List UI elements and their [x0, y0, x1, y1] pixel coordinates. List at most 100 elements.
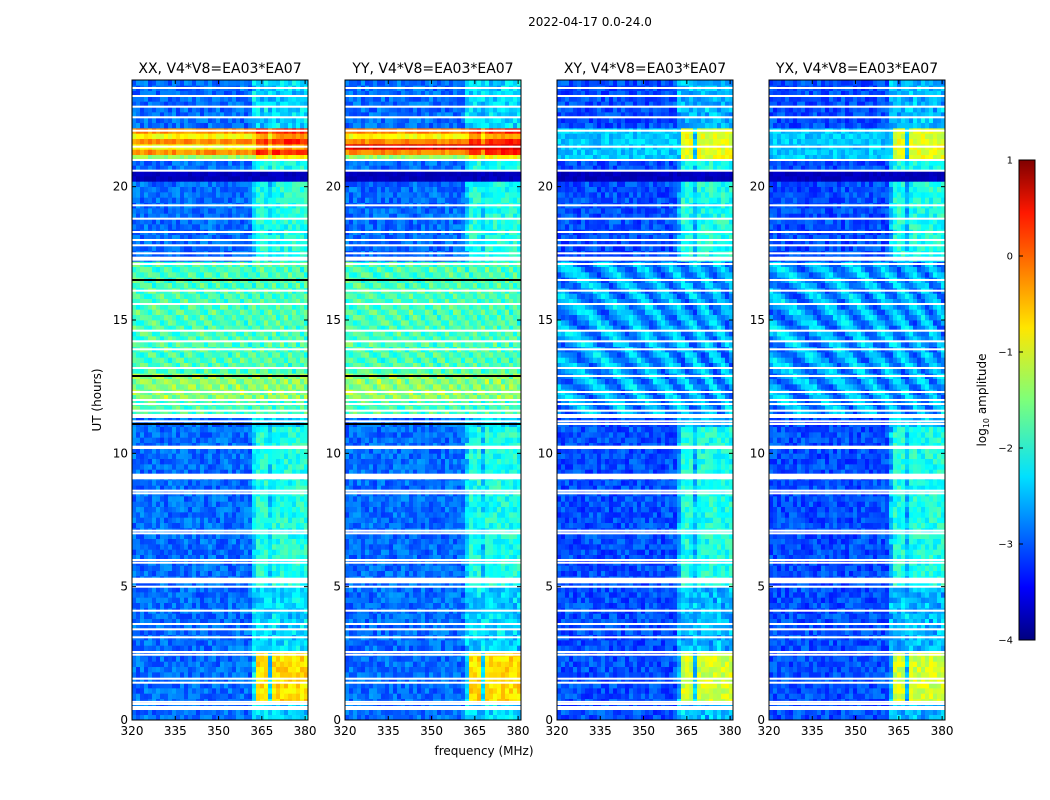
heatmap-cell: [148, 512, 152, 518]
heatmap-cell: [212, 544, 216, 550]
heatmap-cell: [288, 661, 292, 667]
heatmap-cell: [164, 603, 168, 609]
heatmap-cell: [276, 715, 280, 721]
heatmap-cell: [180, 496, 184, 502]
heatmap-cell: [296, 715, 300, 721]
heatmap-cell: [188, 709, 192, 715]
heatmap-cell: [236, 549, 240, 555]
heatmap-cell: [228, 661, 232, 667]
heatmap-cell: [168, 667, 172, 673]
heatmap-cell: [172, 507, 176, 513]
heatmap-cell: [260, 496, 264, 502]
heatmap-cell: [272, 565, 276, 571]
heatmap-cell: [260, 640, 264, 646]
heatmap-cell: [224, 688, 228, 694]
heatmap-cell: [256, 501, 260, 507]
heatmap-cell: [296, 571, 300, 577]
heatmap-cell: [144, 603, 148, 609]
heatmap-cell: [228, 603, 232, 609]
heatmap-cell: [132, 667, 136, 673]
heatmap-cell: [200, 549, 204, 555]
heatmap-cell: [140, 592, 144, 598]
heatmap-cell: [276, 693, 280, 699]
heatmap-cell: [220, 715, 224, 721]
heatmap-cell: [168, 672, 172, 678]
heatmap-cell: [244, 715, 248, 721]
heatmap-cell: [144, 523, 148, 529]
heatmap-cell: [176, 571, 180, 577]
heatmap-cell: [176, 613, 180, 619]
heatmap-cell: [264, 640, 268, 646]
heatmap-cell: [168, 539, 172, 545]
heatmap-cell: [252, 640, 256, 646]
heatmap-cell: [164, 640, 168, 646]
heatmap-cell: [164, 661, 168, 667]
heatmap-cell: [196, 645, 200, 651]
heatmap-cell: [160, 597, 164, 603]
heatmap-cell: [244, 709, 248, 715]
heatmap-cell: [156, 549, 160, 555]
heatmap-cell: [144, 597, 148, 603]
heatmap-cell: [228, 613, 232, 619]
heatmap-cell: [288, 496, 292, 502]
heatmap-cell: [172, 544, 176, 550]
heatmap-cell: [236, 672, 240, 678]
heatmap-cell: [240, 693, 244, 699]
heatmap-cell: [200, 667, 204, 673]
heatmap-cell: [140, 571, 144, 577]
heatmap-cell: [240, 688, 244, 694]
heatmap-cell: [248, 507, 252, 513]
heatmap-cell: [240, 571, 244, 577]
heatmap-cell: [252, 571, 256, 577]
heatmap-cell: [184, 613, 188, 619]
heatmap-cell: [184, 507, 188, 513]
heatmap-cell: [256, 656, 260, 662]
heatmap-cell: [240, 523, 244, 529]
heatmap-cell: [144, 688, 148, 694]
heatmap-cell: [276, 592, 280, 598]
heatmap-cell: [188, 592, 192, 598]
heatmap-cell: [204, 709, 208, 715]
heatmap-cell: [132, 517, 136, 523]
heatmap-cell: [156, 544, 160, 550]
heatmap-cell: [260, 501, 264, 507]
heatmap-cell: [212, 571, 216, 577]
heatmap-cell: [296, 507, 300, 513]
heatmap-cell: [140, 656, 144, 662]
heatmap-cell: [132, 613, 136, 619]
heatmap-cell: [148, 709, 152, 715]
heatmap-cell: [172, 656, 176, 662]
heatmap-cell: [256, 512, 260, 518]
heatmap-cell: [208, 501, 212, 507]
heatmap-cell: [248, 661, 252, 667]
heatmap-cell: [228, 688, 232, 694]
heatmap-cell: [140, 549, 144, 555]
heatmap-cell: [264, 667, 268, 673]
heatmap-cell: [208, 539, 212, 545]
heatmap-cell: [132, 597, 136, 603]
heatmap-cell: [224, 571, 228, 577]
heatmap-cell: [236, 539, 240, 545]
heatmap-cell: [268, 661, 272, 667]
heatmap-cell: [172, 539, 176, 545]
heatmap-cell: [300, 571, 304, 577]
heatmap-cell: [156, 672, 160, 678]
heatmap-cell: [264, 709, 268, 715]
heatmap-cell: [276, 672, 280, 678]
heatmap-cell: [144, 507, 148, 513]
heatmap-cell: [268, 709, 272, 715]
heatmap-cell: [216, 523, 220, 529]
heatmap-cell: [240, 709, 244, 715]
heatmap-cell: [224, 592, 228, 598]
heatmap-cell: [248, 517, 252, 523]
heatmap-cell: [212, 693, 216, 699]
heatmap-cell: [164, 672, 168, 678]
heatmap-cell: [280, 693, 284, 699]
heatmap-cell: [208, 693, 212, 699]
heatmap-cell: [300, 709, 304, 715]
heatmap-cell: [144, 501, 148, 507]
heatmap-cell: [292, 613, 296, 619]
heatmap-cell: [240, 603, 244, 609]
heatmap-cell: [152, 715, 156, 721]
heatmap-cell: [152, 709, 156, 715]
